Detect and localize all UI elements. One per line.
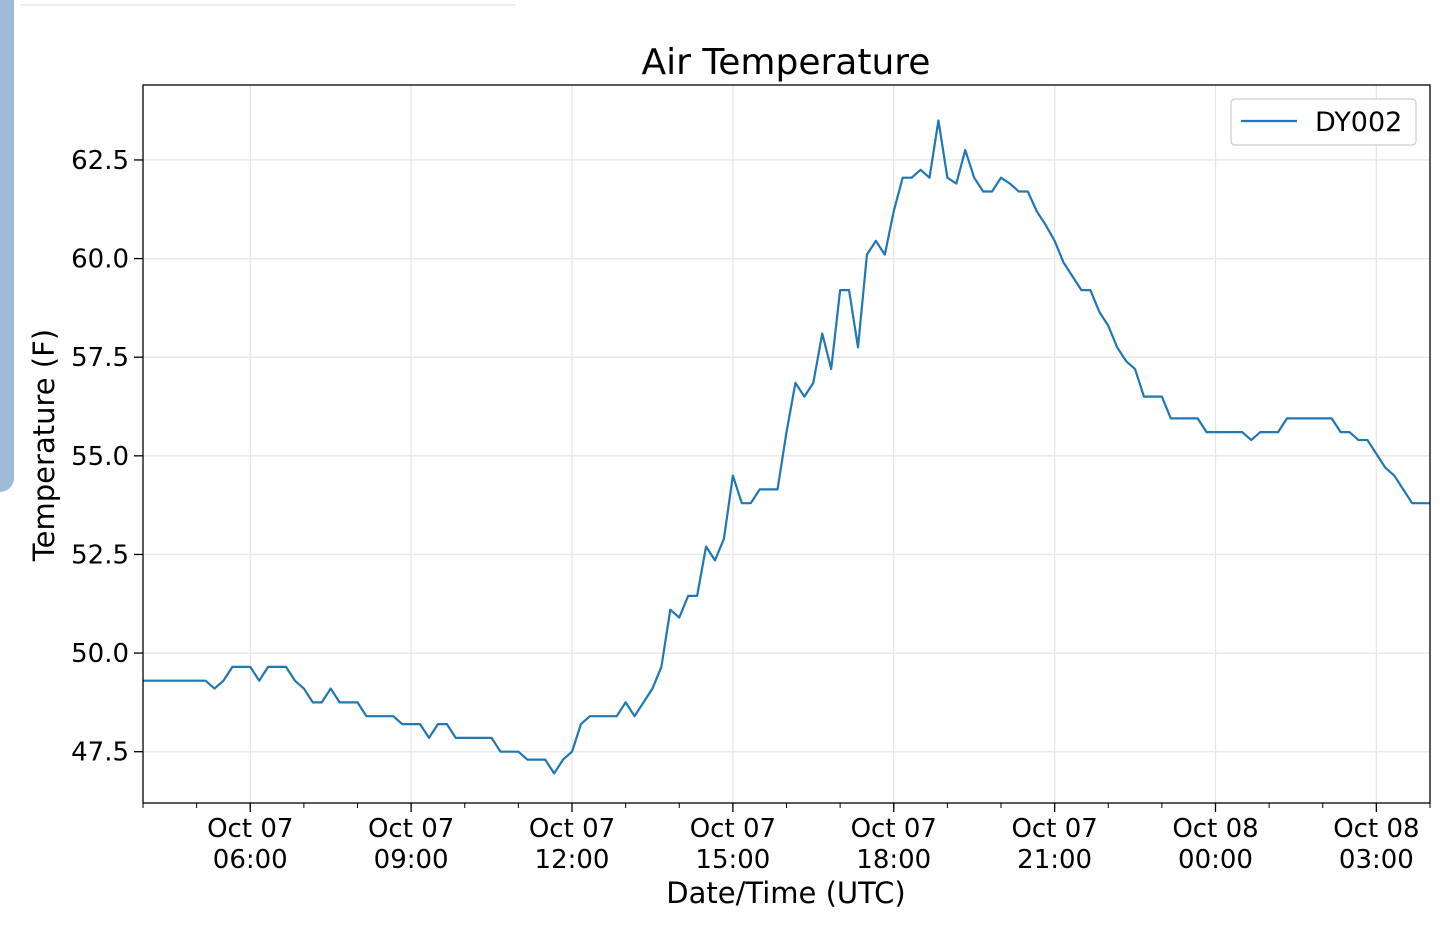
legend-label-dy002: DY002: [1315, 107, 1402, 138]
y-tick-label: 50.0: [71, 639, 129, 669]
x-tick-label: Oct 08: [1172, 814, 1258, 844]
grid-lines: [143, 85, 1430, 803]
x-tick-label: 00:00: [1178, 845, 1253, 875]
top-divider: [20, 4, 516, 6]
x-tick-label: Oct 07: [851, 814, 937, 844]
x-tick-label: Oct 07: [368, 814, 454, 844]
x-tick-label: Oct 08: [1333, 814, 1419, 844]
y-tick-label: 52.5: [71, 540, 129, 570]
legend: DY002: [1230, 98, 1417, 146]
y-tick-label: 62.5: [71, 146, 129, 176]
y-tick-label: 55.0: [71, 442, 129, 472]
x-tick-label: Oct 07: [529, 814, 615, 844]
y-tick-label: 57.5: [71, 343, 129, 373]
x-tick-label: 06:00: [213, 845, 288, 875]
y-tick-label: 60.0: [71, 245, 129, 275]
series-layer: [143, 119, 1430, 775]
x-tick-label: Oct 07: [1011, 814, 1097, 844]
x-tick-label: 03:00: [1339, 845, 1414, 875]
series-line-dy002: [143, 119, 1430, 775]
y-tick-label: 47.5: [71, 738, 129, 768]
chart-title: Air Temperature: [642, 42, 931, 83]
x-tick-label: 21:00: [1017, 845, 1092, 875]
x-tick-label: Oct 07: [690, 814, 776, 844]
side-panel-tab[interactable]: [0, 0, 14, 492]
x-tick-label: 18:00: [856, 845, 931, 875]
legend-box: [1230, 98, 1417, 146]
x-tick-label: 12:00: [535, 845, 610, 875]
x-tick-label: Oct 07: [207, 814, 293, 844]
x-tick-label: 15:00: [695, 845, 770, 875]
y-axis-label: Temperature (F): [27, 329, 61, 562]
x-axis-label: Date/Time (UTC): [666, 876, 905, 910]
x-tick-label: 09:00: [374, 845, 449, 875]
